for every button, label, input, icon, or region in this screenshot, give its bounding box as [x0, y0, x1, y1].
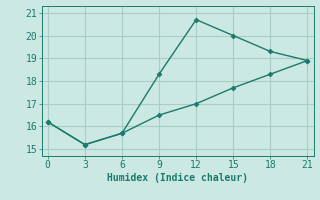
X-axis label: Humidex (Indice chaleur): Humidex (Indice chaleur): [107, 173, 248, 183]
